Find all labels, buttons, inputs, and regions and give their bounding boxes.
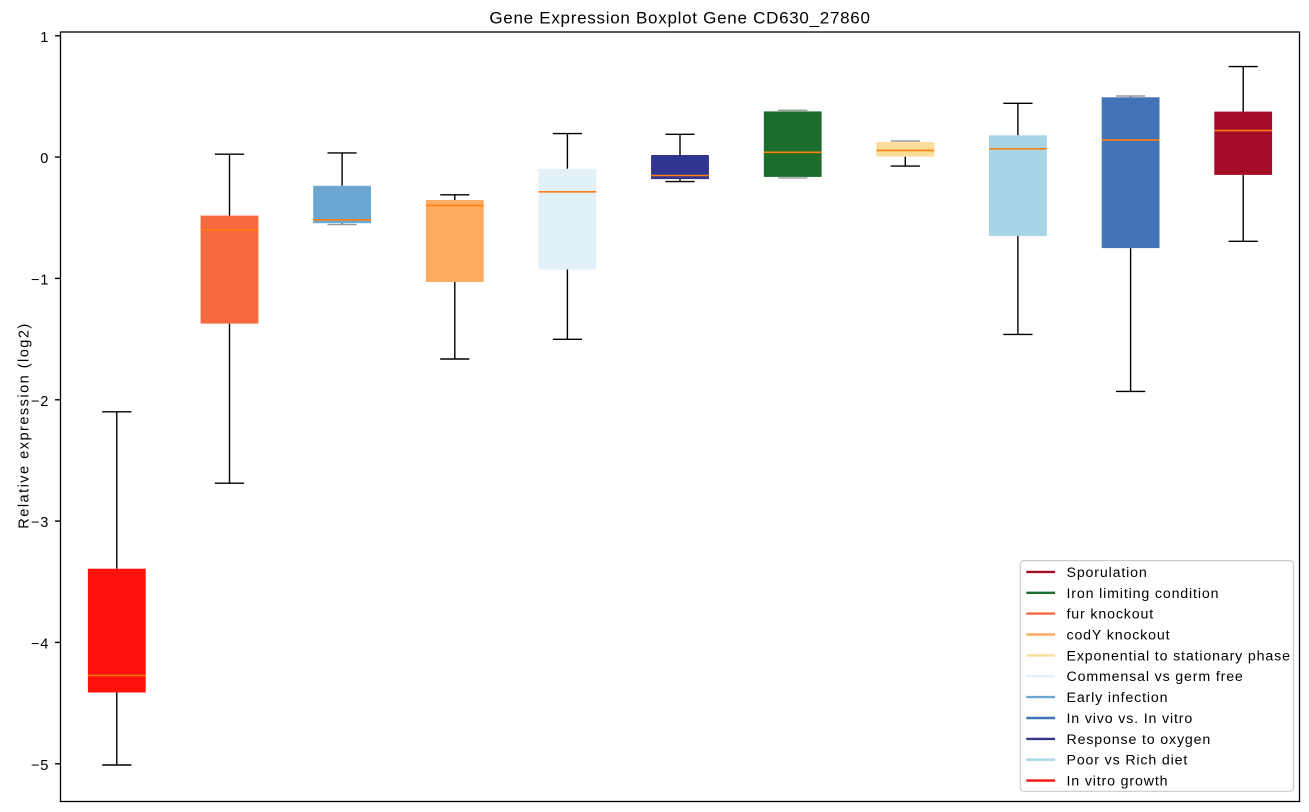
svg-text:Early infection: Early infection xyxy=(1067,690,1169,706)
svg-text:−1: −1 xyxy=(31,272,49,288)
svg-text:0: 0 xyxy=(40,151,49,167)
svg-text:Relative expression (log2): Relative expression (log2) xyxy=(17,322,33,528)
svg-text:Commensal vs germ free: Commensal vs germ free xyxy=(1067,669,1244,685)
svg-text:Iron limiting condition: Iron limiting condition xyxy=(1067,586,1220,602)
svg-text:fur knockout: fur knockout xyxy=(1067,607,1154,623)
svg-text:In vitro growth: In vitro growth xyxy=(1067,774,1169,790)
svg-text:−5: −5 xyxy=(31,758,49,774)
svg-text:Poor vs Rich diet: Poor vs Rich diet xyxy=(1067,753,1189,769)
svg-text:Response to oxygen: Response to oxygen xyxy=(1067,732,1212,748)
svg-text:In vivo vs. In vitro: In vivo vs. In vitro xyxy=(1067,711,1194,727)
svg-text:Gene Expression Boxplot Gene C: Gene Expression Boxplot Gene CD630_27860 xyxy=(489,9,870,28)
svg-text:−4: −4 xyxy=(31,636,49,652)
svg-text:Exponential to stationary phas: Exponential to stationary phase xyxy=(1067,648,1291,664)
svg-text:Sporulation: Sporulation xyxy=(1067,565,1148,581)
svg-text:−3: −3 xyxy=(31,515,49,531)
svg-text:−2: −2 xyxy=(31,394,49,410)
svg-text:1: 1 xyxy=(40,30,49,46)
svg-text:codY knockout: codY knockout xyxy=(1067,628,1171,644)
